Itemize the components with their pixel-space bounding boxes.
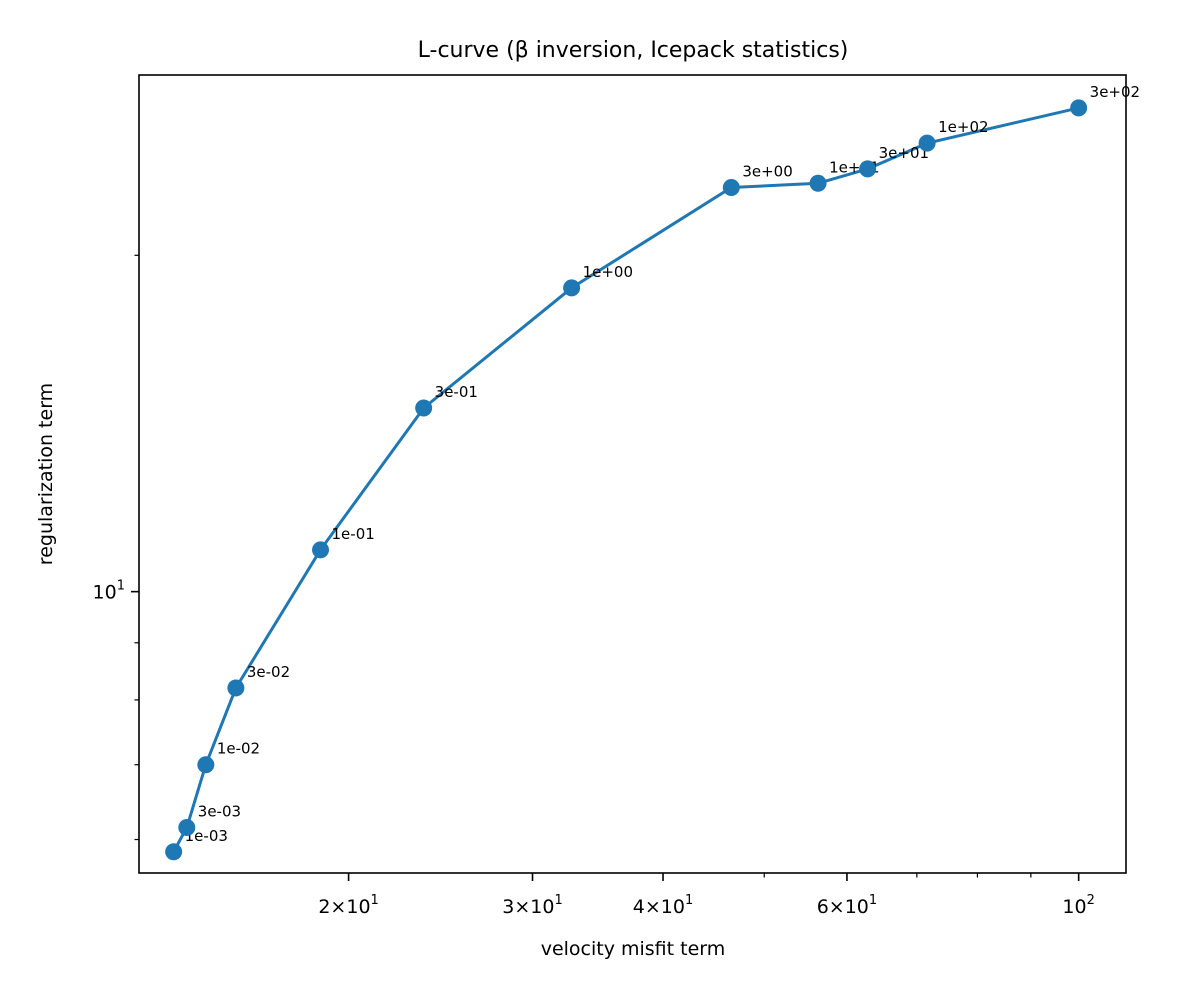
- point-label: 3e+01: [879, 144, 929, 162]
- x-axis-ticks: 2×101 3×101 4×101 6×101 102: [318, 873, 1095, 918]
- data-point: [312, 541, 330, 559]
- plot-marks: 1e-03 3e-03 1e-02 3e-02 1e-01 3e-01 1e+00 3e+00…: [165, 83, 1140, 861]
- point-label: 1e-01: [332, 525, 375, 543]
- data-point: [1070, 99, 1088, 117]
- point-label: 1e+00: [583, 263, 633, 281]
- point-label: 3e+00: [742, 162, 792, 180]
- x-tick-label: 2×101: [318, 893, 378, 918]
- point-label: 1e-03: [185, 827, 228, 845]
- y-axis-label: regularization term: [35, 383, 57, 565]
- y-axis-ticks: 101: [93, 254, 139, 841]
- point-label: 3e-03: [198, 803, 241, 821]
- x-axis-label: velocity misfit term: [541, 938, 726, 960]
- x-tick-label: 6×101: [817, 893, 877, 918]
- data-point: [722, 178, 740, 196]
- point-label: 3e-01: [435, 383, 478, 401]
- series-line: [172, 106, 1080, 853]
- data-point: [859, 160, 877, 178]
- data-point: [178, 819, 196, 837]
- x-tick-label: 102: [1062, 893, 1094, 918]
- data-point: [809, 174, 827, 192]
- x-tick-label: 3×101: [502, 893, 562, 918]
- plot-frame: [138, 74, 1127, 874]
- chart-title: L-curve (β inversion, Icepack statistics…: [418, 38, 849, 63]
- data-point: [165, 843, 183, 861]
- point-label: 1e+02: [938, 118, 988, 136]
- point-label: 3e+02: [1090, 83, 1140, 101]
- data-point: [415, 399, 433, 417]
- x-tick-label: 4×101: [633, 893, 693, 918]
- data-point: [563, 279, 581, 297]
- data-point: [197, 756, 215, 774]
- data-point: [918, 134, 936, 152]
- y-tick-label: 101: [93, 579, 125, 604]
- point-label: 3e-02: [247, 663, 290, 681]
- point-label: 1e-02: [217, 740, 260, 758]
- data-point: [227, 679, 245, 697]
